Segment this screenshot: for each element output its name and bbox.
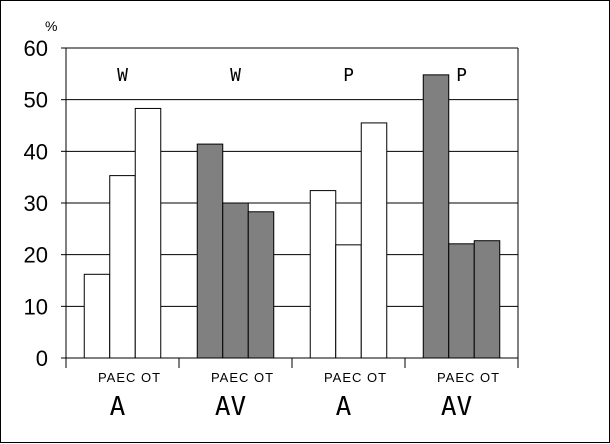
y-axis-unit-label: % (45, 18, 57, 34)
bar (309, 190, 337, 359)
bar (360, 122, 388, 359)
y-tick-label: 50 (24, 88, 48, 113)
bar (83, 273, 111, 359)
y-tick-label: 30 (24, 191, 48, 216)
bar (134, 107, 162, 359)
y-tick-label: 10 (24, 294, 48, 319)
group-bottom-label: A (336, 392, 352, 422)
bar (335, 244, 362, 359)
y-tick-label: 40 (24, 139, 48, 164)
group-top-label: W (230, 65, 241, 86)
group-top-label: P (343, 65, 354, 86)
group-bottom-label: AV (215, 392, 246, 422)
group-sub-label: PAEC OT (437, 370, 500, 385)
bar (473, 240, 501, 359)
bar (247, 211, 275, 359)
group-sub-label: PAEC OT (98, 370, 161, 385)
y-tick-label: 20 (24, 243, 48, 268)
group-sub-label: PAEC OT (324, 370, 387, 385)
bar (109, 175, 136, 359)
axes: 0 10 20 30 40 50 60 (24, 36, 519, 371)
bar (222, 202, 249, 359)
group-bottom-label: AV (441, 392, 472, 422)
bar (196, 143, 224, 359)
labels: W PAEC OT A W PAEC OT AV P PAEC OT A P PAEC OT AV (98, 65, 500, 422)
group-sub-label: PAEC OT (211, 370, 274, 385)
bars (83, 74, 501, 359)
group-top-label: P (456, 65, 467, 86)
y-tick-label: 60 (24, 36, 48, 61)
group-bottom-label: A (110, 392, 126, 422)
group-top-label: W (117, 65, 128, 86)
y-tick-label: 0 (36, 346, 48, 371)
bar (422, 74, 450, 359)
bar (448, 243, 475, 359)
